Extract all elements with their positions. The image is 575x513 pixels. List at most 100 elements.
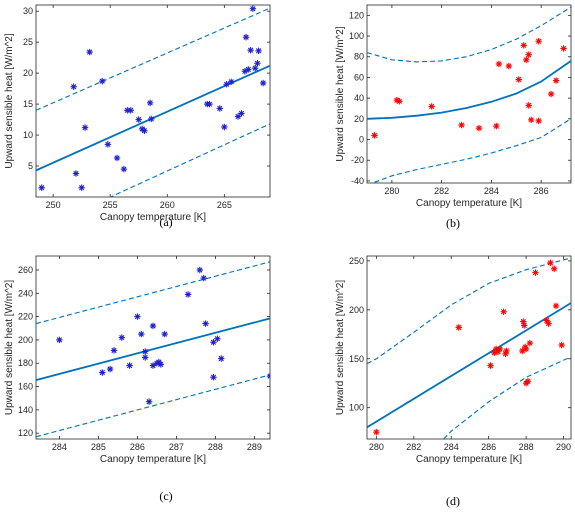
data-point bbox=[396, 98, 403, 105]
y-tick-label: 180 bbox=[18, 358, 33, 368]
data-point bbox=[210, 374, 217, 381]
data-point bbox=[524, 378, 532, 385]
data-point bbox=[255, 47, 262, 55]
data-point bbox=[146, 99, 154, 107]
x-tick-label: 290 bbox=[556, 442, 571, 452]
data-point bbox=[161, 330, 168, 338]
x-tick-label: 255 bbox=[103, 200, 118, 210]
data-point bbox=[521, 322, 528, 329]
data-point bbox=[214, 335, 221, 342]
y-tick-label: 10 bbox=[23, 130, 33, 140]
data-point bbox=[458, 121, 465, 129]
data-point bbox=[247, 47, 254, 54]
y-tick-label: 5 bbox=[28, 161, 33, 171]
x-axis-title: Canopy temperature [K] bbox=[100, 212, 206, 223]
data-point bbox=[515, 76, 522, 83]
y-tick-label: 260 bbox=[18, 265, 33, 275]
data-point bbox=[520, 318, 527, 325]
data-point bbox=[547, 90, 555, 98]
x-tick-label: 287 bbox=[169, 442, 184, 452]
x-tick-label: 284 bbox=[484, 186, 499, 196]
data-point bbox=[86, 48, 93, 56]
lower-bound-line bbox=[36, 374, 270, 438]
lower-bound-line bbox=[443, 356, 571, 439]
data-point bbox=[221, 123, 228, 131]
data-point bbox=[475, 124, 483, 132]
fit-line bbox=[367, 60, 571, 120]
data-point bbox=[550, 265, 558, 272]
data-point bbox=[251, 64, 259, 72]
data-point bbox=[38, 184, 45, 191]
y-tick-label: 25 bbox=[23, 37, 33, 47]
axes-box bbox=[35, 4, 271, 198]
x-tick-label: 284 bbox=[444, 442, 459, 452]
panel-caption: (c) bbox=[159, 489, 172, 503]
data-point bbox=[503, 347, 510, 355]
x-axis-title: Canopy temperature [K] bbox=[100, 454, 206, 465]
data-point bbox=[78, 184, 85, 191]
data-point bbox=[373, 428, 380, 436]
data-point bbox=[266, 372, 270, 380]
y-tick-label: 20 bbox=[354, 114, 364, 124]
data-point bbox=[218, 355, 225, 362]
x-axis-title: Canopy temperature [K] bbox=[416, 198, 522, 209]
data-point bbox=[525, 51, 532, 58]
data-point bbox=[110, 347, 118, 354]
data-point bbox=[134, 313, 141, 320]
data-point bbox=[552, 77, 560, 84]
y-tick-label: 120 bbox=[18, 428, 33, 438]
data-point bbox=[227, 78, 235, 85]
data-point bbox=[547, 259, 554, 267]
data-point bbox=[259, 79, 267, 87]
y-tick-label: 15 bbox=[23, 99, 33, 109]
data-point bbox=[535, 117, 542, 125]
data-point bbox=[135, 116, 142, 123]
panel-caption: (d) bbox=[446, 494, 460, 508]
data-point bbox=[545, 320, 552, 327]
panel-c: 284 285 286 287 288 289 120 140 160 180 200 220 240 2… bbox=[4, 255, 271, 503]
y-axis-title: Upward sensible heat [W/m^2] bbox=[4, 280, 15, 416]
lower-bound-line bbox=[109, 123, 270, 197]
y-tick-label: 0 bbox=[359, 135, 364, 145]
data-point bbox=[223, 81, 230, 88]
panel-caption: (a) bbox=[159, 215, 172, 229]
data-point bbox=[142, 348, 149, 355]
x-tick-label: 260 bbox=[160, 200, 175, 210]
data-point bbox=[104, 141, 112, 148]
data-point bbox=[157, 361, 164, 368]
data-point bbox=[525, 102, 532, 109]
data-point bbox=[238, 110, 245, 117]
x-tick-label: 289 bbox=[247, 442, 262, 452]
y-tick-label: 30 bbox=[23, 6, 33, 16]
data-point bbox=[505, 62, 513, 70]
data-point bbox=[118, 334, 125, 341]
data-point bbox=[245, 66, 252, 73]
y-tick-label: 60 bbox=[354, 72, 364, 82]
data-point bbox=[142, 354, 149, 361]
data-point bbox=[81, 124, 89, 131]
data-point bbox=[200, 274, 207, 282]
data-point bbox=[242, 34, 250, 41]
data-point bbox=[535, 38, 542, 45]
y-tick-label: 40 bbox=[354, 93, 364, 103]
y-tick-label: 240 bbox=[18, 288, 33, 298]
y-tick-label: 160 bbox=[18, 382, 33, 392]
lower-bound-line bbox=[371, 118, 571, 183]
y-tick-label: -40 bbox=[351, 176, 364, 186]
data-point bbox=[522, 345, 530, 353]
data-point bbox=[487, 362, 494, 369]
panel-b: 280 282 284 286 -40 -20 0 20 40 60 80 100 120 Canopy … bbox=[335, 4, 572, 230]
y-tick-label: 150 bbox=[349, 354, 364, 364]
x-tick-label: 282 bbox=[406, 442, 421, 452]
x-tick-label: 288 bbox=[208, 442, 223, 452]
y-tick-label: 100 bbox=[349, 31, 364, 41]
y-tick-label: 100 bbox=[349, 403, 364, 413]
data-point bbox=[148, 115, 155, 123]
data-point bbox=[126, 362, 133, 369]
x-tick-label: 286 bbox=[534, 186, 549, 196]
y-axis-title: Upward sensible heat [W/m^2] bbox=[335, 280, 346, 416]
x-tick-label: 286 bbox=[481, 442, 496, 452]
data-point bbox=[149, 322, 157, 330]
upper-bound-line bbox=[36, 7, 270, 111]
